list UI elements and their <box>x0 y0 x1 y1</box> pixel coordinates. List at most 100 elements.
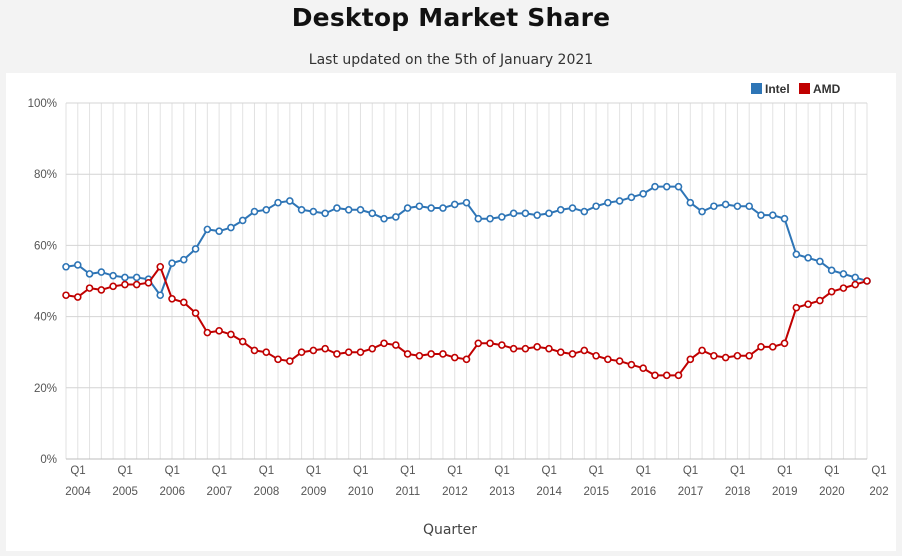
intel-data-point <box>509 209 518 218</box>
amd-data-point <box>450 353 459 362</box>
amd-data-point <box>62 291 70 300</box>
amd-data-point <box>415 351 424 360</box>
amd-data-point <box>297 348 306 357</box>
x-tick-year-label: 2020 <box>819 486 845 498</box>
amd-data-point <box>580 346 589 355</box>
x-tick-quarter-label: Q1 <box>730 465 745 477</box>
intel-data-point <box>698 207 706 216</box>
intel-data-point <box>462 198 471 207</box>
intel-data-point <box>615 197 624 205</box>
intel-data-point <box>474 214 483 223</box>
x-tick-year-label: 2004 <box>65 486 91 498</box>
amd-data-point <box>333 350 341 358</box>
intel-legend-swatch <box>751 83 762 94</box>
amd-data-point <box>509 344 518 353</box>
amd-data-point <box>85 284 94 292</box>
intel-data-point <box>498 213 506 221</box>
x-tick-year-label: 2006 <box>159 486 185 498</box>
x-tick-year-label: 2010 <box>348 486 374 498</box>
amd-data-point <box>851 280 860 289</box>
x-axis-title: Quarter <box>423 522 477 538</box>
x-tick-quarter-label: Q1 <box>306 465 321 477</box>
amd-data-point <box>615 357 624 365</box>
amd-data-point <box>286 357 294 365</box>
amd-data-point <box>827 287 836 296</box>
amd-data-point <box>686 355 695 364</box>
intel-data-point <box>97 268 106 276</box>
x-tick-quarter-label: Q1 <box>447 465 462 477</box>
intel-data-point <box>109 271 117 280</box>
x-tick-quarter-label: Q1 <box>824 465 839 477</box>
intel-data-point <box>780 214 789 223</box>
intel-data-point <box>768 211 777 219</box>
intel-data-point <box>274 198 282 207</box>
x-tick-quarter-label: Q1 <box>400 465 415 477</box>
x-tick-quarter-label: Q1 <box>117 465 132 477</box>
y-tick-label: 80% <box>34 169 57 181</box>
intel-data-point <box>521 209 530 218</box>
amd-data-point <box>604 355 612 364</box>
intel-data-point <box>604 198 612 207</box>
intel-data-point <box>73 261 82 269</box>
amd-data-point <box>215 327 223 335</box>
amd-data-point <box>474 339 483 348</box>
intel-data-point <box>356 206 365 214</box>
amd-data-point <box>627 360 636 369</box>
x-tick-year-label: 2013 <box>489 486 515 498</box>
amd-data-point <box>392 341 400 349</box>
x-tick-year-label: 2015 <box>583 486 609 498</box>
x-tick-quarter-label: Q1 <box>871 465 886 477</box>
x-tick-year-label: 2012 <box>442 486 468 498</box>
intel-data-point <box>827 266 836 275</box>
amd-data-point <box>780 339 789 348</box>
intel-data-point <box>215 227 223 235</box>
intel-data-point <box>368 209 377 218</box>
amd-data-point <box>698 346 706 355</box>
chart-subtitle: Last updated on the 5th of January 2021 <box>308 52 594 68</box>
intel-data-point <box>156 291 165 300</box>
amd-data-point <box>721 353 730 362</box>
intel-data-point <box>792 250 801 259</box>
intel-data-point <box>238 216 247 225</box>
x-tick-quarter-label: Q1 <box>589 465 604 477</box>
x-tick-quarter-label: Q1 <box>212 465 227 477</box>
amd-data-point <box>768 343 777 351</box>
x-tick-quarter-label: Q1 <box>777 465 792 477</box>
intel-data-point <box>121 273 129 282</box>
amd-legend-swatch <box>799 83 810 94</box>
intel-data-point <box>309 207 318 216</box>
intel-data-point <box>710 202 718 211</box>
x-tick-year-label: 2005 <box>112 486 138 498</box>
amd-data-point <box>568 350 577 358</box>
intel-data-point <box>203 225 212 234</box>
intel-data-point <box>132 273 141 282</box>
intel-data-point <box>839 270 848 278</box>
intel-data-point <box>439 204 447 212</box>
amd-data-point <box>109 282 117 291</box>
amd-data-point <box>863 277 871 285</box>
amd-data-point <box>556 348 565 357</box>
intel-data-point <box>580 207 589 216</box>
intel-data-point <box>427 204 435 212</box>
intel-data-point <box>168 259 176 268</box>
x-tick-quarter-label: Q1 <box>259 465 274 477</box>
amd-data-point <box>545 344 553 353</box>
amd-data-point <box>274 355 282 364</box>
intel-data-point <box>804 254 812 262</box>
intel-legend-label: Intel <box>765 82 790 96</box>
amd-data-point <box>144 278 153 287</box>
amd-data-point <box>792 303 801 312</box>
intel-data-point <box>627 193 636 202</box>
intel-data-point <box>333 204 341 212</box>
intel-data-point <box>262 206 271 214</box>
amd-data-point <box>592 351 600 360</box>
intel-data-point <box>191 245 200 253</box>
amd-data-point <box>227 330 235 339</box>
amd-data-point <box>521 344 530 353</box>
amd-data-point <box>462 355 471 364</box>
intel-data-point <box>415 202 424 211</box>
amd-data-point <box>262 348 271 357</box>
intel-data-point <box>344 206 353 214</box>
intel-data-point <box>592 202 600 211</box>
